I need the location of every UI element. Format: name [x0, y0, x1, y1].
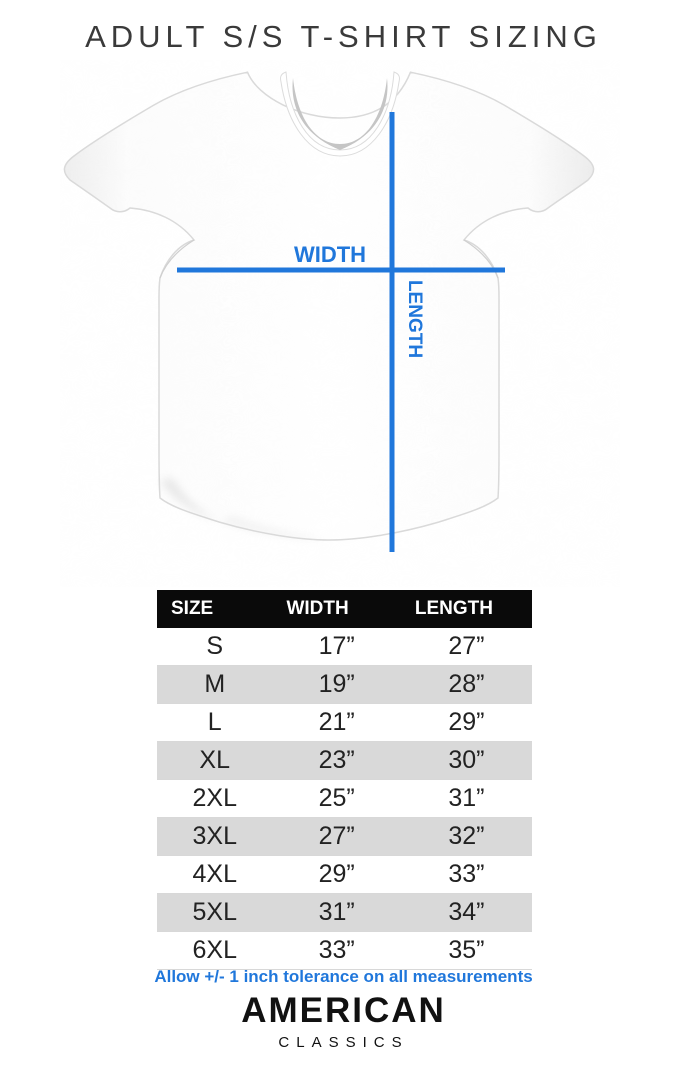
svg-text:WIDTH: WIDTH	[294, 242, 366, 267]
svg-text:LENGTH: LENGTH	[404, 280, 425, 358]
